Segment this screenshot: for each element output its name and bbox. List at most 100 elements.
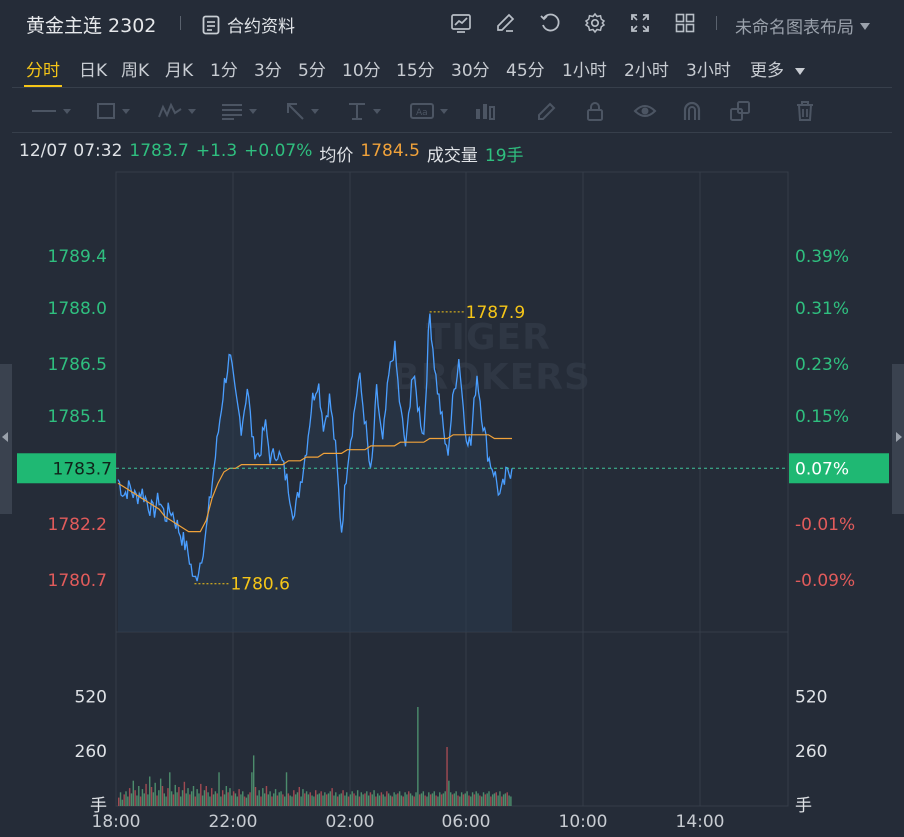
volume-bar [234, 793, 237, 806]
volume-bar [475, 791, 477, 807]
tab-45min[interactable]: 45分 [506, 61, 545, 81]
volume-bar [362, 794, 364, 806]
volume-bar [318, 793, 321, 806]
tab-1min[interactable]: 1分 [210, 61, 238, 81]
toolbar-divider [12, 132, 892, 133]
settings-gear-icon[interactable] [584, 12, 606, 34]
volume-bar [183, 781, 186, 806]
tab-1hour[interactable]: 1小时 [562, 61, 607, 81]
pattern-tool-icon[interactable] [157, 98, 196, 124]
left-panel-toggle[interactable] [0, 364, 12, 514]
volume-bar [212, 794, 215, 806]
tab-week[interactable]: 周K [121, 61, 150, 81]
y-tick-label-left: 1782.2 [48, 515, 107, 535]
volume-bar [398, 791, 401, 807]
volume-bar [302, 789, 304, 806]
volume-bar [406, 794, 408, 806]
x-tick-label: 06:00 [442, 812, 491, 832]
eye-icon[interactable] [633, 98, 657, 124]
volume-bar [424, 795, 426, 806]
volume-unit-right: 手 [795, 796, 812, 816]
lock-icon[interactable] [585, 98, 605, 124]
brush-icon[interactable] [536, 98, 558, 124]
chart-indicator-icon[interactable] [450, 12, 472, 34]
volume-bar [408, 791, 410, 807]
tab-more-label: 更多 [750, 61, 784, 81]
period-tabs: 分时 日K 周K 月K 1分 3分 5分 10分 15分 30分 45分 1小时… [0, 52, 904, 87]
replay-icon[interactable] [539, 12, 561, 34]
tab-month[interactable]: 月K [165, 61, 194, 81]
avg-price-line [117, 434, 512, 533]
volume-bar [395, 794, 397, 806]
volume-bar [327, 793, 330, 806]
text-tool-icon[interactable]: Aa [409, 98, 448, 124]
tab-5min[interactable]: 5分 [298, 61, 326, 81]
volume-bar [486, 793, 488, 806]
divider [716, 16, 717, 30]
layout-selector[interactable]: 未命名图表布局 [735, 13, 870, 38]
line-tool-icon[interactable] [30, 98, 71, 124]
layout-name: 未命名图表布局 [735, 18, 854, 38]
volume-bar [437, 796, 439, 806]
contract-info-label: 合约资料 [227, 17, 295, 37]
volume-bar [356, 790, 359, 806]
volume-bar [501, 796, 503, 806]
tab-10min[interactable]: 10分 [342, 61, 381, 81]
rectangle-tool-icon[interactable] [95, 98, 130, 124]
volume-bar [229, 788, 231, 806]
chevron-left-icon [2, 432, 8, 442]
volume-bar [495, 792, 497, 806]
volume-bar [269, 791, 271, 807]
tab-day[interactable]: 日K [79, 61, 108, 81]
fib-tool-icon[interactable] [220, 98, 257, 124]
volume-bar [335, 792, 337, 806]
tab-3min[interactable]: 3分 [254, 61, 282, 81]
tab-3hour[interactable]: 3小时 [686, 61, 731, 81]
volume-bar [426, 796, 428, 806]
volume-bar [225, 786, 228, 806]
volume-bar [409, 793, 412, 806]
volume-bar [134, 790, 136, 806]
tab-15min[interactable]: 15分 [396, 61, 435, 81]
volume-bar [482, 792, 485, 806]
volume-bar [439, 792, 441, 806]
volume-bar [214, 791, 217, 807]
volume-bar [442, 793, 445, 806]
y-tick-label-left: 1785.1 [48, 407, 107, 427]
volume-bar [325, 794, 328, 806]
volume-bar [488, 791, 490, 807]
volume-bar [154, 782, 156, 806]
tab-intraday[interactable]: 分时 [24, 56, 62, 87]
volume-bar [138, 786, 140, 806]
position-tool-icon[interactable] [473, 98, 499, 124]
measure-tool-icon[interactable] [346, 98, 381, 124]
arrow-tool-icon[interactable] [284, 98, 319, 124]
grid-layout-icon[interactable] [674, 12, 696, 34]
y-tick-label-right: 0.31% [795, 299, 849, 319]
volume-bar [355, 795, 357, 806]
volume-value: 19手 [484, 146, 524, 166]
magnet-icon[interactable] [681, 98, 703, 124]
fullscreen-icon[interactable] [629, 12, 651, 34]
volume-bar [172, 794, 175, 806]
volume-bar [480, 796, 483, 806]
trash-icon[interactable] [795, 98, 815, 124]
draw-pen-icon[interactable] [494, 12, 516, 34]
contract-info-button[interactable]: 合约资料 [202, 12, 295, 37]
volume-bar [271, 796, 273, 806]
volume-bar [351, 791, 353, 807]
quote-price: 1783.7 [129, 141, 189, 161]
tab-more[interactable]: 更多 [750, 56, 806, 81]
volume-bar [411, 795, 414, 806]
clone-icon[interactable] [728, 98, 752, 124]
volume-bar [466, 791, 468, 807]
volume-bar [491, 794, 494, 806]
tab-30min[interactable]: 30分 [451, 61, 490, 81]
right-panel-toggle[interactable] [892, 364, 904, 514]
volume-bar [293, 790, 295, 806]
tab-2hour[interactable]: 2小时 [624, 61, 669, 81]
volume-bar [260, 796, 262, 806]
volume-bar [462, 794, 465, 806]
volume-bar [296, 792, 299, 806]
